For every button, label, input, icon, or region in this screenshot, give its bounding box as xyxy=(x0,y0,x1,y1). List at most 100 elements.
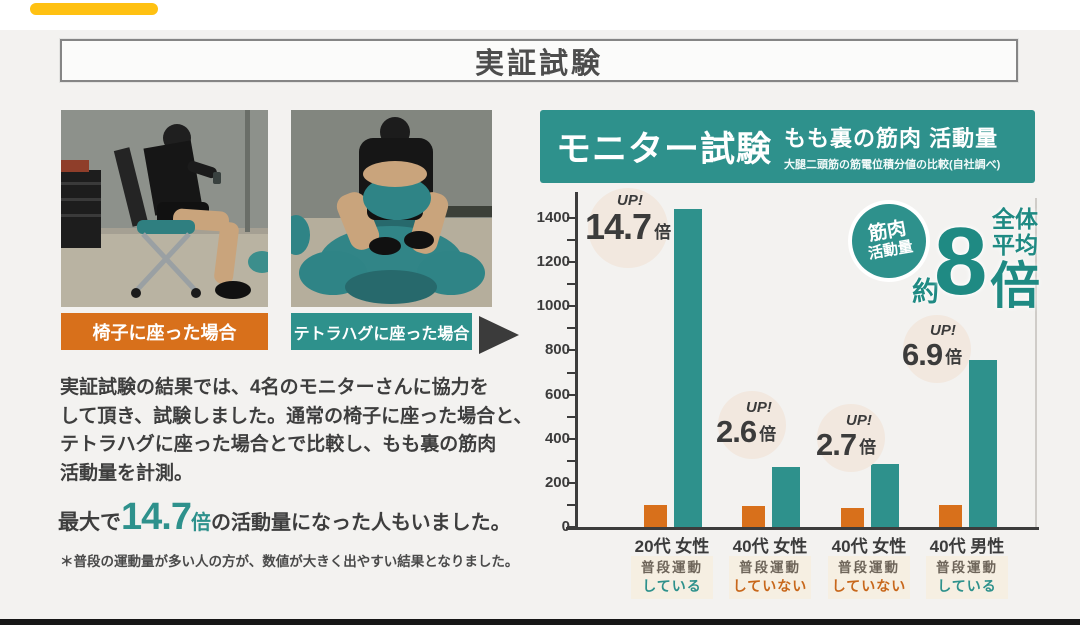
y-tick xyxy=(567,371,576,374)
up-annotation-value: 6.9 xyxy=(902,337,943,372)
y-tick xyxy=(567,393,576,396)
up-annotation-circle xyxy=(588,188,668,268)
photo-chair xyxy=(61,110,268,307)
x-axis-line xyxy=(566,527,1039,530)
up-annotation-valueline: 6.9 倍 xyxy=(902,339,962,370)
x-category-note-line2: している xyxy=(937,577,997,594)
y-tick xyxy=(567,415,576,418)
badge-unit: 倍 xyxy=(990,257,1040,314)
up-annotation: UP! 6.9 倍 xyxy=(902,322,962,370)
x-category-label: 40代 女性 xyxy=(732,537,808,556)
x-category-note-line1: 普段運動 xyxy=(838,560,900,575)
y-tick-label: 600 xyxy=(544,385,570,403)
x-category-note: 普段運動 している xyxy=(631,556,713,599)
up-annotation-valueline: 2.6 倍 xyxy=(716,416,776,447)
label-chair-case: 椅子に座った場合 xyxy=(61,313,268,350)
bar-chair xyxy=(939,504,962,527)
bar-tetrahug xyxy=(969,360,997,527)
highlight-sentence: 最大で 14.7 倍 の活動量になった人もいました。 xyxy=(58,496,511,539)
badge-approx: 約 xyxy=(912,277,939,307)
x-category-note-line2: していない xyxy=(732,577,808,594)
y-tick xyxy=(567,239,576,242)
badge-scope: 全体 平均 倍 xyxy=(990,206,1040,311)
y-tick-label: 0 xyxy=(561,518,570,535)
bottom-divider-bar xyxy=(0,619,1080,625)
up-annotation-valueline: 14.7 倍 xyxy=(585,209,671,245)
y-tick xyxy=(567,261,576,264)
up-annotation-unit: 倍 xyxy=(859,438,877,457)
photo-tetrahug-illustration xyxy=(291,110,492,307)
x-category-label: 40代 女性 xyxy=(831,537,907,556)
y-tick xyxy=(567,217,576,219)
bar-chair xyxy=(742,506,765,527)
x-category-note: 普段運動 していない xyxy=(729,556,811,599)
highlight-unit: 倍 xyxy=(190,512,211,534)
x-category-note-line1: 普段運動 xyxy=(739,560,801,575)
x-category-note: 普段運動 している xyxy=(926,556,1008,599)
badge-scope-line1: 全体 xyxy=(992,206,1038,232)
bar-tetrahug xyxy=(674,209,702,527)
x-category-note: 普段運動 していない xyxy=(828,556,910,599)
up-annotation-unit: 倍 xyxy=(654,223,672,242)
x-category-note-line2: している xyxy=(642,577,702,594)
page-title: 実証試験 xyxy=(474,47,603,80)
highlight-prefix: 最大で xyxy=(58,511,121,534)
monitor-test-note: 大腿二頭筋の筋電位積分値の比較(自社調べ) xyxy=(784,159,1001,171)
y-axis-line xyxy=(575,192,578,527)
y-tick-label: 1200 xyxy=(536,253,570,271)
photo-chair-illustration xyxy=(61,110,268,307)
y-tick-label: 1000 xyxy=(536,297,570,315)
y-tick-label: 800 xyxy=(544,341,570,359)
up-annotation-label: UP! xyxy=(846,412,872,429)
monitor-test-title: モニター試験 xyxy=(556,130,773,169)
up-annotation-value: 2.6 xyxy=(716,414,757,449)
y-tick xyxy=(567,503,576,506)
label-tetrahug-case-text: テトラハグに座った場合 xyxy=(293,325,470,343)
y-tick xyxy=(567,437,576,440)
right-arrow-icon xyxy=(479,316,519,354)
y-tick xyxy=(567,327,576,330)
monitor-test-banner: モニター試験 もも裏の筋肉 活動量 大腿二頭筋の筋電位積分値の比較(自社調べ) xyxy=(540,110,1035,183)
x-category-label: 20代 女性 xyxy=(634,537,710,556)
footnote: ＊普段の運動量が多い人の方が、数値が大きく出やすい結果となりました。 xyxy=(60,554,519,569)
up-annotation-unit: 倍 xyxy=(759,425,777,444)
up-annotation-label: UP! xyxy=(746,399,772,416)
bar-tetrahug xyxy=(871,464,899,527)
up-annotation: UP! 2.6 倍 xyxy=(716,399,776,447)
bar-tetrahug xyxy=(772,467,800,527)
y-tick-label: 400 xyxy=(544,429,570,447)
y-tick-label: 200 xyxy=(544,473,570,491)
monitor-test-subtitle: もも裏の筋肉 活動量 xyxy=(784,126,999,151)
y-tick-label: 1400 xyxy=(536,209,570,226)
y-tick xyxy=(567,481,576,484)
x-category-label: 40代 男性 xyxy=(929,537,1005,556)
x-category-note-line1: 普段運動 xyxy=(936,560,998,575)
x-category-note-line2: していない xyxy=(831,577,907,594)
up-annotation-value: 2.7 xyxy=(816,427,857,462)
up-annotation-circle xyxy=(903,315,971,383)
y-tick xyxy=(567,349,576,352)
bar-chair xyxy=(841,508,864,527)
up-annotation-label: UP! xyxy=(617,192,643,209)
badge-value: 8 xyxy=(934,208,988,315)
average-badge: 筋肉 活動量 約 8 全体 平均 倍 xyxy=(846,196,1042,316)
up-annotation: UP! 2.7 倍 xyxy=(816,412,876,460)
y-tick xyxy=(567,305,576,308)
up-annotation: UP! 14.7 倍 xyxy=(585,192,671,245)
highlight-value: 14.7 xyxy=(121,496,192,538)
label-tetrahug-case: テトラハグに座った場合 xyxy=(291,313,472,350)
monitor-test-subtitle-block: もも裏の筋肉 活動量 大腿二頭筋の筋電位積分値の比較(自社調べ) xyxy=(784,121,1000,172)
photo-tetrahug xyxy=(291,110,492,307)
accent-pill xyxy=(30,3,158,15)
y-tick xyxy=(567,283,576,286)
up-annotation-circle xyxy=(718,391,786,459)
badge-scope-line2: 平均 xyxy=(992,232,1038,259)
up-annotation-value: 14.7 xyxy=(585,206,652,247)
label-chair-case-text: 椅子に座った場合 xyxy=(92,322,237,343)
highlight-suffix: の活動量になった人もいました。 xyxy=(210,512,511,534)
y-tick xyxy=(567,459,576,462)
y-tick xyxy=(567,526,576,528)
x-category-note-line1: 普段運動 xyxy=(641,560,703,575)
up-annotation-label: UP! xyxy=(930,322,956,339)
